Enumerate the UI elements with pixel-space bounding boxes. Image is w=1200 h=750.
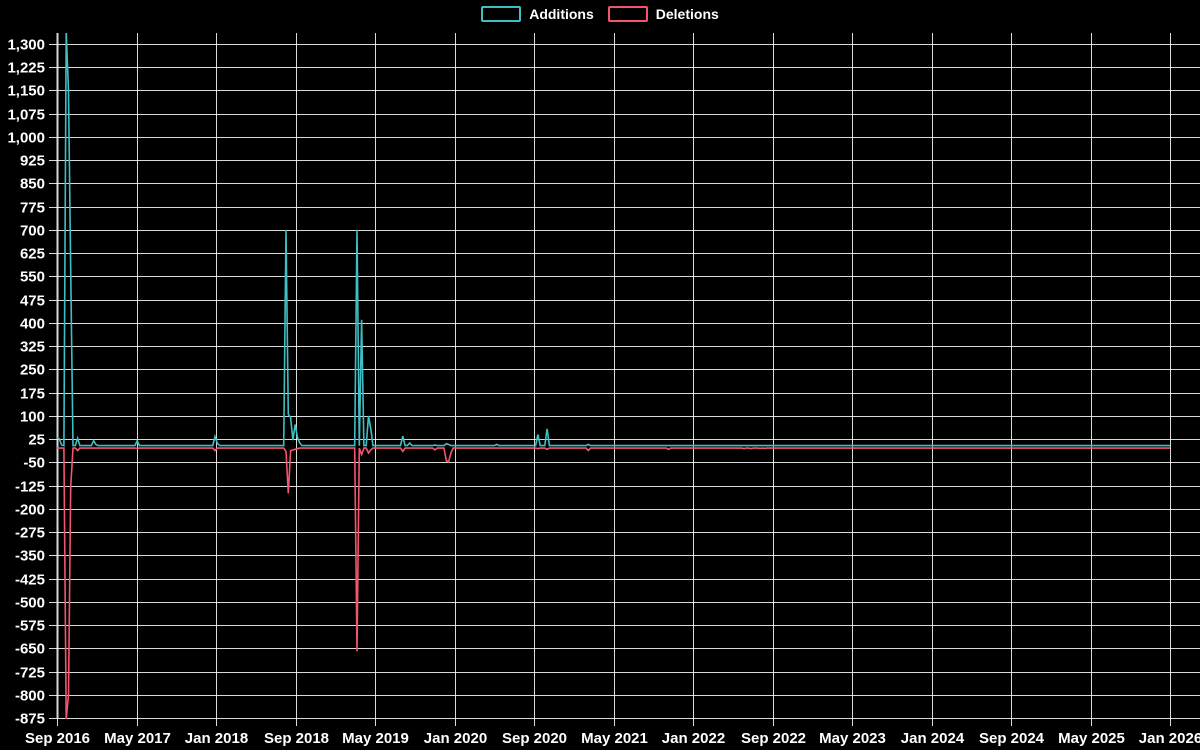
- y-tick-label: 1,300: [7, 37, 45, 54]
- legend-label-deletions: Deletions: [655, 6, 719, 22]
- y-tick-label: -575: [15, 618, 45, 635]
- y-tick-label: 1,225: [7, 60, 45, 77]
- y-tick-label: 1,075: [7, 107, 45, 124]
- x-axis-labels: Sep 2016 May 2017 Jan 2018 Sep 2018 May 2019…: [25, 730, 1200, 747]
- y-tick-label: 100: [20, 409, 45, 426]
- legend-label-additions: Additions: [529, 6, 594, 22]
- y-tick-label: -650: [15, 641, 45, 658]
- y-tick-label: 625: [20, 246, 45, 263]
- x-tick-label: Jan 2018: [185, 730, 248, 747]
- deletions-swatch-icon: [607, 6, 648, 22]
- x-tick-label: May 2023: [819, 730, 886, 747]
- chart-legend: Additions Deletions: [0, 6, 1200, 22]
- y-tick-label: -875: [15, 711, 45, 728]
- y-tick-label: -425: [15, 572, 45, 589]
- y-tick-label: 550: [20, 269, 45, 286]
- legend-item-deletions[interactable]: Deletions: [607, 6, 719, 22]
- y-tick-label: 1,000: [7, 130, 45, 147]
- x-tick-label: Sep 2022: [741, 730, 806, 747]
- x-tick-label: Jan 2026: [1139, 730, 1200, 747]
- y-tick-label: -800: [15, 688, 45, 705]
- y-tick-label: 250: [20, 362, 45, 379]
- deletions-line: [57, 447, 1170, 719]
- y-tick-label: -200: [15, 502, 45, 519]
- y-tick-label: 700: [20, 223, 45, 240]
- y-tick-label: -275: [15, 525, 45, 542]
- x-tick-label: Sep 2016: [25, 730, 90, 747]
- x-tick-label: May 2019: [342, 730, 409, 747]
- series-lines: [57, 33, 1170, 719]
- x-tick-label: Sep 2024: [979, 730, 1045, 747]
- additions-line: [57, 33, 1170, 447]
- y-tick-label: 1,150: [7, 83, 45, 100]
- x-tick-label: May 2017: [104, 730, 171, 747]
- x-tick-label: Jan 2020: [424, 730, 487, 747]
- additions-swatch-icon: [481, 6, 522, 22]
- y-tick-label: -50: [23, 455, 45, 472]
- y-tick-label: 925: [20, 153, 45, 170]
- x-tick-label: May 2021: [581, 730, 648, 747]
- y-tick-label: 400: [20, 316, 45, 333]
- legend-item-additions[interactable]: Additions: [481, 6, 594, 22]
- grid-lines: [49, 33, 1200, 726]
- y-tick-label: 850: [20, 176, 45, 193]
- x-tick-label: Sep 2020: [502, 730, 567, 747]
- y-tick-label: 175: [20, 386, 45, 403]
- x-tick-label: Jan 2024: [901, 730, 965, 747]
- y-tick-label: 325: [20, 339, 45, 356]
- y-tick-label: 475: [20, 293, 45, 310]
- y-axis-labels: 1,300 1,225 1,150 1,075 1,000 925 850 775 700 625…: [7, 37, 45, 728]
- y-tick-label: -350: [15, 548, 45, 565]
- y-tick-label: 775: [20, 200, 45, 217]
- y-tick-label: -125: [15, 479, 45, 496]
- y-tick-label: -725: [15, 665, 45, 682]
- y-tick-label: 25: [28, 432, 45, 449]
- y-tick-label: -500: [15, 595, 45, 612]
- x-tick-label: Sep 2018: [264, 730, 329, 747]
- x-tick-label: Jan 2022: [662, 730, 725, 747]
- x-tick-label: May 2025: [1058, 730, 1125, 747]
